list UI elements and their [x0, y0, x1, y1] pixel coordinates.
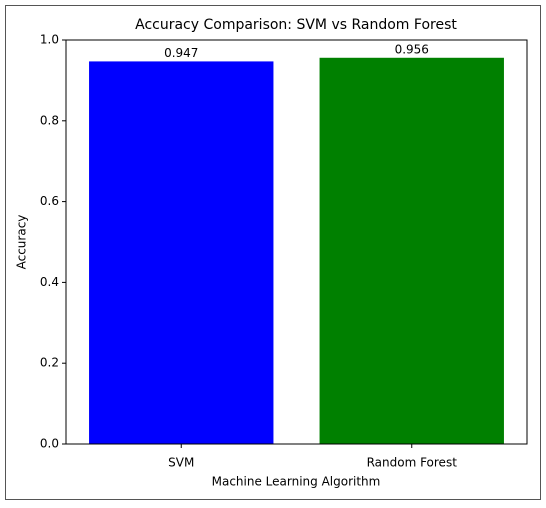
- y-tick-label: 0.8: [40, 113, 59, 127]
- chart-title: Accuracy Comparison: SVM vs Random Fores…: [135, 17, 457, 33]
- y-tick-label: 0.6: [40, 194, 59, 208]
- y-tick-label: 1.0: [40, 33, 59, 47]
- value-label: 0.956: [395, 42, 429, 56]
- bar: [89, 61, 274, 445]
- y-tick-label: 0.0: [40, 437, 59, 451]
- y-axis-label: Accuracy: [15, 215, 29, 270]
- x-axis-label: Machine Learning Algorithm: [212, 475, 381, 489]
- plot-area-border: [65, 39, 528, 445]
- x-tick-label: SVM: [168, 456, 194, 470]
- y-tick-label: 0.2: [40, 356, 59, 370]
- x-tick-label: Random Forest: [367, 456, 458, 470]
- value-label: 0.947: [164, 46, 198, 60]
- y-tick-label: 0.4: [40, 275, 59, 289]
- bar: [319, 57, 504, 444]
